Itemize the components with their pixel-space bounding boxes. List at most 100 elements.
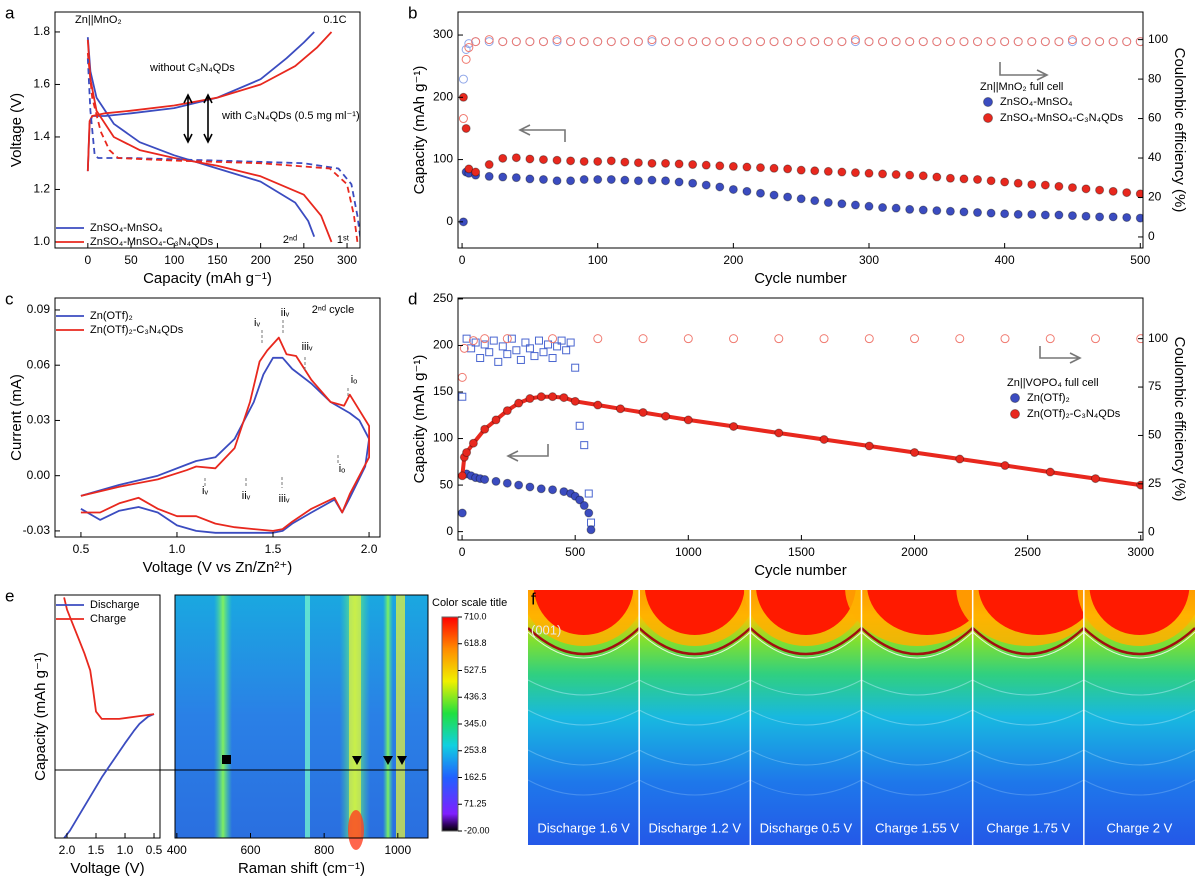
xrd-spot — [978, 590, 1098, 635]
point — [584, 508, 594, 518]
point — [468, 336, 478, 346]
xrd-ring — [638, 779, 751, 796]
point — [647, 37, 657, 47]
y-axis-label: Capacity (mAh g⁻¹) — [32, 652, 49, 781]
y2-tick-label: 40 — [1148, 150, 1162, 164]
point — [688, 37, 698, 47]
y2-axis-label: Coulombic efficiency (%) — [1171, 48, 1188, 213]
point — [511, 153, 521, 163]
point — [1090, 474, 1100, 484]
y2-axis-label: Coulombic efficiency (%) — [1171, 337, 1188, 502]
point — [480, 340, 489, 349]
point — [819, 334, 829, 344]
point — [536, 392, 546, 402]
point — [579, 175, 589, 185]
point — [511, 37, 521, 47]
series-line — [80, 356, 370, 534]
y-tick-label: 100 — [433, 152, 453, 166]
point — [864, 37, 874, 47]
point — [494, 357, 503, 366]
point — [683, 415, 693, 425]
colorbar-tick-label: 618.8 — [464, 638, 487, 648]
xrd-ring — [638, 749, 751, 766]
point — [910, 334, 920, 344]
colorbar — [441, 616, 459, 832]
point — [683, 334, 693, 344]
xrd-ring — [861, 749, 973, 766]
heatmap-band — [383, 595, 393, 838]
point — [1054, 37, 1064, 47]
point — [1040, 210, 1050, 220]
point — [783, 37, 793, 47]
xrd-ring — [972, 779, 1085, 796]
y-axis-label: Voltage (V) — [8, 93, 25, 167]
x-tick-label: 3000 — [1127, 545, 1154, 559]
point — [507, 334, 516, 343]
xrd-ring — [528, 779, 640, 796]
x-tick-label: 0 — [459, 545, 466, 559]
xrd-ring — [528, 631, 640, 659]
x-tick-label: 400 — [995, 253, 1015, 267]
point — [959, 174, 969, 184]
point — [1054, 210, 1064, 220]
point — [688, 160, 698, 170]
xrd-spot — [867, 590, 987, 635]
point — [516, 355, 525, 364]
point — [918, 205, 928, 215]
y2-tick-label: 80 — [1148, 71, 1162, 85]
xrd-ring — [861, 679, 973, 696]
point — [959, 207, 969, 217]
point — [521, 338, 530, 347]
x-tick-label: 0 — [84, 253, 91, 267]
panel-label: c — [5, 289, 14, 308]
xrd-label: Discharge 0.5 V — [760, 820, 853, 835]
annotation: Zn||MnO₂ — [75, 14, 122, 26]
xrd-ring — [528, 627, 641, 656]
xrd-images: Discharge 1.6 V Discharge 1.2 V Discharge … — [528, 590, 1195, 845]
point — [715, 182, 725, 192]
point — [647, 35, 657, 45]
x-axis-label: Cycle number — [754, 562, 847, 579]
point — [1122, 212, 1132, 222]
point — [955, 334, 965, 344]
panel-label: b — [408, 3, 417, 22]
point — [502, 478, 512, 488]
point — [638, 407, 648, 417]
point — [467, 344, 476, 353]
xrd-ring — [861, 779, 973, 796]
point — [633, 37, 643, 47]
point — [1136, 334, 1143, 344]
y-tick-label: 1.6 — [33, 77, 50, 91]
xrd-ring — [750, 779, 862, 796]
y2-tick-label: 0 — [1148, 524, 1155, 538]
point — [1013, 209, 1023, 219]
legend-marker — [1010, 393, 1020, 403]
point — [593, 334, 603, 344]
panel-label: e — [5, 586, 14, 605]
point — [586, 525, 596, 535]
plot-frame — [54, 297, 381, 538]
point — [502, 406, 512, 416]
point — [837, 37, 847, 47]
series-line — [86, 31, 333, 243]
point — [458, 74, 468, 84]
annotation: 2ⁿᵈ cycle — [312, 304, 354, 316]
point — [1067, 37, 1077, 47]
point — [484, 35, 494, 45]
point — [1027, 179, 1037, 189]
x-tick-label: 500 — [1130, 253, 1150, 267]
point — [769, 37, 779, 47]
point — [525, 37, 535, 47]
point — [729, 421, 739, 431]
xrd-ring — [749, 627, 863, 656]
plot-area — [86, 31, 360, 243]
series-line — [80, 336, 370, 532]
legend-label: ZnSO₄-MnSO₄ — [1000, 96, 1073, 108]
legend-label: Zn(OTf)₂ — [1027, 392, 1070, 404]
xrd-label: Charge 1.55 V — [875, 820, 959, 835]
point — [1081, 184, 1091, 194]
point — [471, 37, 481, 47]
point — [570, 396, 580, 406]
point — [742, 186, 752, 196]
xrd-ring — [749, 631, 862, 659]
